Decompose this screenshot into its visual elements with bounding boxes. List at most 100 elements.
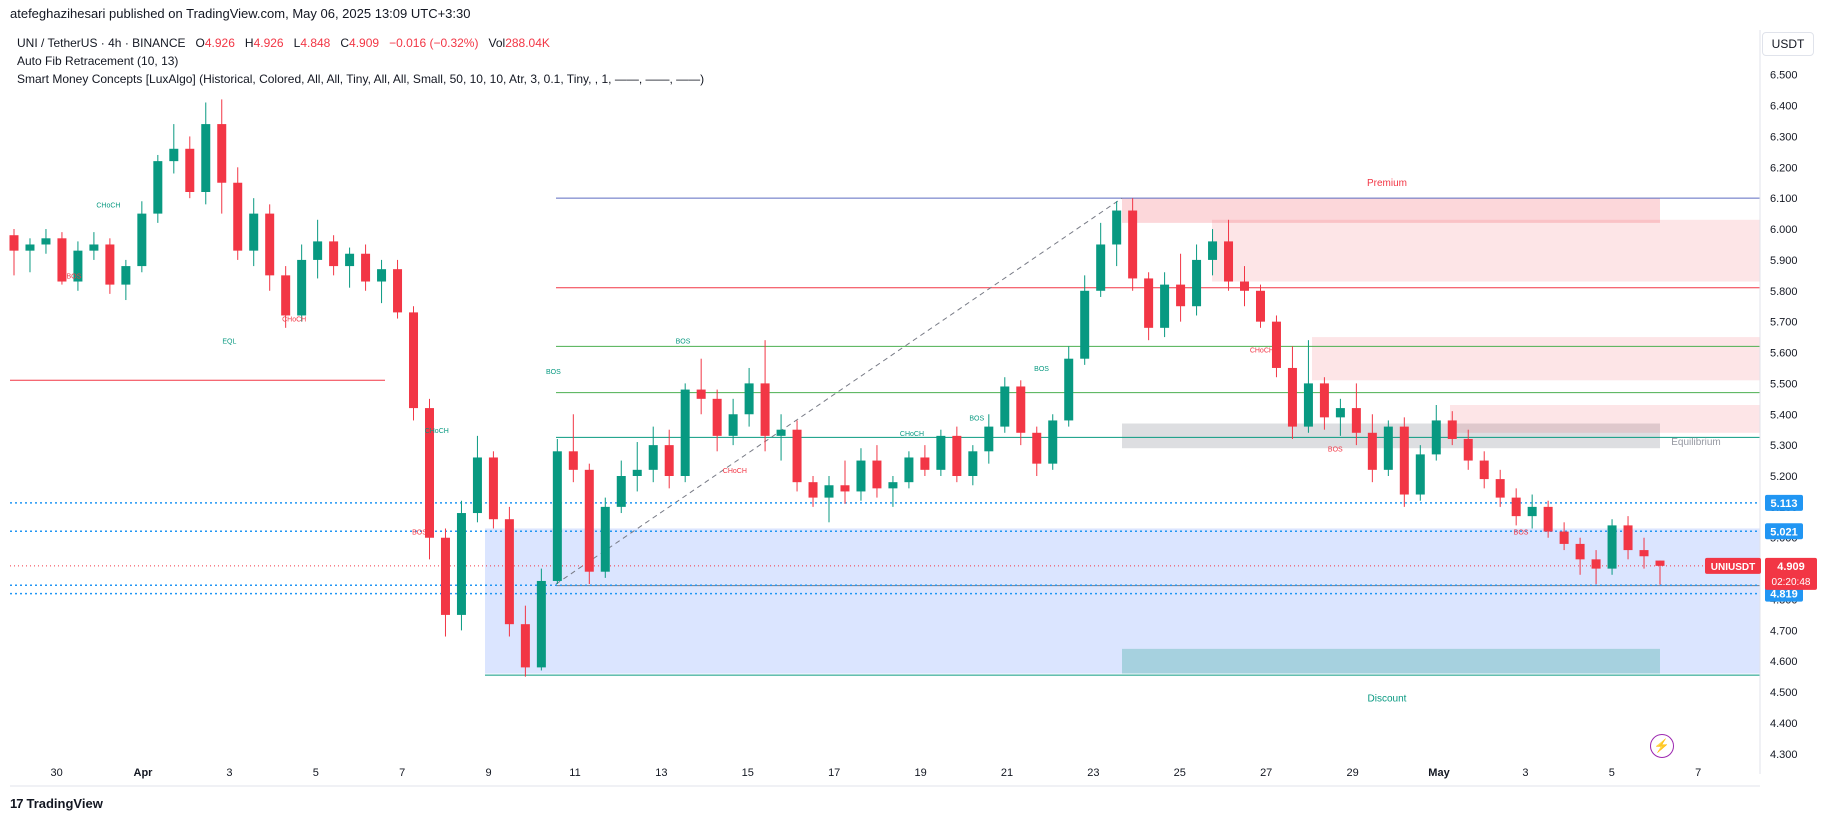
x-tick-label: 27 — [1260, 767, 1272, 779]
candle-body — [824, 485, 834, 498]
candle-body — [440, 537, 450, 615]
supply-block-1 — [1212, 219, 1760, 282]
candle-body — [1160, 284, 1170, 328]
open-label: O — [195, 36, 205, 50]
candle-body — [105, 244, 115, 285]
candle-body — [1479, 460, 1489, 480]
equilibrium-label: Equilibrium — [1671, 437, 1720, 448]
price-badge-label: 5.113 — [1771, 498, 1798, 510]
y-tick-label: 6.500 — [1770, 70, 1798, 82]
currency-selector[interactable]: USDT — [1762, 32, 1814, 56]
symbol-ohlc-row: UNI / TetherUS · 4h · BINANCE O4.926 H4.… — [17, 34, 704, 52]
structure-label: BOS — [546, 369, 561, 376]
candle-body — [984, 426, 994, 452]
y-tick-label: 4.700 — [1770, 625, 1798, 637]
candle-body — [1303, 383, 1313, 427]
candle-body — [1048, 420, 1058, 464]
price-badge-label: 4.819 — [1770, 589, 1798, 601]
chart-legend: UNI / TetherUS · 4h · BINANCE O4.926 H4.… — [17, 34, 704, 88]
candle-body — [25, 244, 35, 251]
x-tick-label: 29 — [1346, 767, 1358, 779]
y-tick-label: 6.000 — [1770, 224, 1798, 236]
candle-body — [1575, 543, 1585, 560]
candle-body — [744, 383, 754, 415]
candle-body — [1623, 525, 1633, 551]
open-value: 4.926 — [204, 36, 235, 50]
candle-body — [936, 435, 946, 470]
candle-body — [536, 580, 546, 668]
publisher-credit: atefeghazihesari published on TradingVie… — [10, 6, 471, 21]
candle-body — [1144, 278, 1154, 328]
last-price-badge — [1765, 557, 1817, 590]
candle-body — [1224, 241, 1234, 282]
candle-body — [520, 624, 530, 668]
premium-zone — [1122, 198, 1660, 223]
structure-label: CHoCH — [1250, 348, 1274, 355]
y-tick-label: 5.800 — [1770, 286, 1798, 298]
candle-body — [920, 457, 930, 470]
candle-body — [616, 476, 626, 507]
candle-body — [393, 269, 403, 313]
symbol-badge-label: UNIUSDT — [1711, 562, 1755, 573]
y-tick-label: 5.400 — [1770, 409, 1798, 421]
structure-label: CHoCH — [96, 202, 120, 209]
y-tick-label: 6.400 — [1770, 101, 1798, 113]
close-value: 4.909 — [349, 36, 380, 50]
candle-body — [568, 451, 578, 470]
structure-label: BOS — [969, 415, 984, 422]
candle-body — [1032, 432, 1042, 464]
candle-body — [840, 485, 850, 492]
tv-logo-icon: 17 — [10, 796, 24, 811]
candle-body — [856, 460, 866, 492]
price-badge — [1765, 523, 1803, 540]
candle-body — [1128, 210, 1138, 279]
x-tick-label: 30 — [50, 767, 62, 779]
volume-value: 288.04K — [505, 36, 550, 50]
candle-body — [1415, 454, 1425, 495]
candle-body — [169, 148, 179, 162]
candle-body — [41, 238, 51, 245]
y-tick-label: 6.200 — [1770, 162, 1798, 174]
close-label: C — [340, 36, 350, 50]
candle-body — [904, 457, 914, 483]
candle-body — [760, 383, 770, 436]
candle-body — [1000, 386, 1010, 427]
structure-label: BOS — [1514, 530, 1529, 537]
discount-zone — [485, 528, 1760, 674]
x-tick-label: 3 — [1522, 767, 1528, 779]
candle-body — [872, 460, 882, 489]
candle-body — [1559, 531, 1569, 544]
candle-body — [808, 482, 818, 498]
candle-body — [1335, 408, 1345, 418]
candle-body — [1319, 383, 1329, 418]
x-tick-label: 23 — [1087, 767, 1099, 779]
candle-body — [233, 182, 243, 251]
structure-label: BOS — [676, 338, 691, 345]
candle-body — [1431, 420, 1441, 455]
candle-body — [281, 275, 291, 316]
structure-label: BOS — [66, 273, 81, 280]
lightning-icon[interactable]: ⚡ — [1650, 734, 1674, 758]
candle-body — [57, 238, 67, 282]
candle-body — [201, 124, 211, 192]
symbol-title[interactable]: UNI / TetherUS · 4h · BINANCE — [17, 36, 186, 50]
y-tick-label: 4.500 — [1770, 687, 1798, 699]
tv-brand-text: TradingView — [26, 796, 103, 811]
y-tick-label: 4.300 — [1770, 749, 1798, 761]
structure-label: EQL — [222, 338, 236, 345]
volume-label: Vol — [488, 36, 506, 50]
candle-body — [73, 250, 83, 282]
y-tick-label: 5.600 — [1770, 348, 1798, 360]
candle-body — [1607, 525, 1617, 569]
indicator-fib[interactable]: Auto Fib Retracement (10, 13) — [17, 54, 179, 68]
candle-body — [1495, 479, 1505, 498]
indicator-smc[interactable]: Smart Money Concepts [LuxAlgo] (Historic… — [17, 72, 705, 86]
structure-label: CHoCH — [723, 468, 747, 475]
x-tick-label: 11 — [569, 767, 580, 779]
discount-block — [1122, 648, 1660, 674]
x-tick-label: 9 — [486, 767, 492, 779]
candle-body — [297, 259, 307, 316]
y-tick-label: 6.300 — [1770, 131, 1798, 143]
candle-body — [409, 312, 419, 409]
